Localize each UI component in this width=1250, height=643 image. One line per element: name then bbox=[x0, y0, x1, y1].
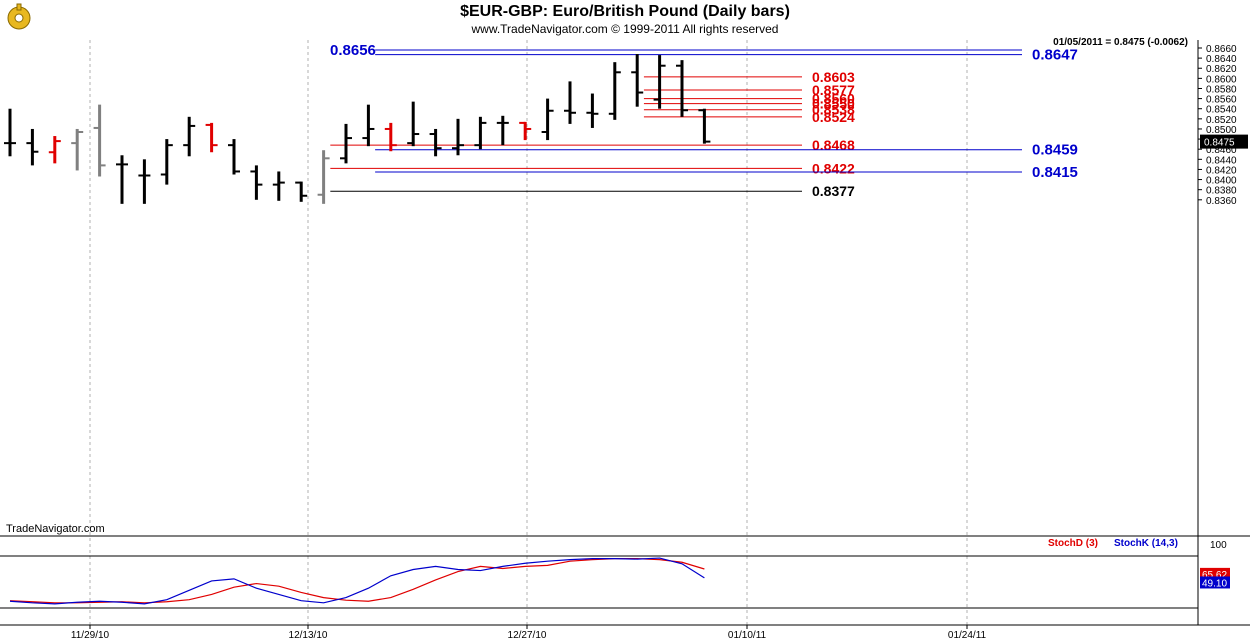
date-tick-label: 12/13/10 bbox=[289, 630, 328, 641]
logo bbox=[4, 2, 34, 32]
price-bar bbox=[362, 104, 375, 147]
price-bar bbox=[116, 155, 128, 204]
price-bar bbox=[160, 139, 173, 185]
price-bar bbox=[272, 171, 285, 201]
stoch-series-d bbox=[9, 557, 705, 604]
level-label-0.8577: 0.8577 bbox=[812, 82, 855, 98]
price-tick-label: 0.8600 bbox=[1206, 74, 1237, 85]
stoch-tick-label: 100 bbox=[1210, 540, 1227, 551]
level-label-0.8377: 0.8377 bbox=[812, 183, 855, 199]
price-tick-label: 0.8360 bbox=[1206, 196, 1237, 207]
level-label-0.8538: 0.8538 bbox=[812, 102, 855, 118]
price-bar bbox=[429, 128, 442, 157]
date-tick-label: 01/24/11 bbox=[948, 630, 987, 641]
price-bar bbox=[183, 116, 196, 157]
price-bar bbox=[93, 104, 106, 177]
last-price-box bbox=[1200, 134, 1248, 149]
price-bar bbox=[698, 108, 711, 144]
price-tick-label: 0.8520 bbox=[1206, 115, 1237, 126]
price-bars bbox=[4, 54, 711, 204]
level-label-0.8459: 0.8459 bbox=[1032, 142, 1078, 159]
price-tick-label: 0.8660 bbox=[1206, 44, 1237, 55]
price-tick-label: 0.8500 bbox=[1206, 125, 1237, 136]
brand-label: TradeNavigator.com bbox=[6, 523, 105, 535]
price-bar bbox=[586, 93, 599, 128]
price-bar bbox=[48, 136, 61, 164]
price-tick-label: 0.8420 bbox=[1206, 165, 1237, 176]
level-label-0.8560: 0.8560 bbox=[812, 91, 855, 107]
price-tick-label: 0.8560 bbox=[1206, 95, 1237, 106]
price-bar bbox=[452, 118, 464, 156]
stoch-series-k bbox=[9, 557, 705, 605]
vertical-gridlines bbox=[89, 40, 968, 625]
level-label-0.8422: 0.8422 bbox=[812, 160, 855, 176]
price-tick-label: 0.8540 bbox=[1206, 105, 1237, 116]
cogwheel-logo-icon bbox=[7, 3, 31, 30]
price-bar bbox=[4, 108, 16, 157]
stochk-value-box bbox=[1200, 576, 1230, 589]
price-levels: 0.8656 0.8647 0.86030.85770.85600.85500.85… bbox=[330, 42, 1078, 199]
price-bar bbox=[384, 122, 397, 152]
level-label-0.8603: 0.8603 bbox=[812, 69, 855, 85]
date-tick-label: 12/27/10 bbox=[508, 630, 547, 641]
price-bar bbox=[608, 62, 621, 120]
stochk-legend: StochK (14,3) bbox=[1114, 538, 1178, 549]
price-tick-label: 0.8400 bbox=[1206, 176, 1237, 187]
price-tick-label: 0.8440 bbox=[1206, 155, 1237, 166]
price-bar bbox=[71, 128, 84, 171]
price-tick-label: 0.8460 bbox=[1206, 145, 1237, 156]
level-label-0.8468: 0.8468 bbox=[812, 137, 855, 153]
stochd-value-label: 65.62 bbox=[1202, 570, 1227, 581]
price-bar bbox=[496, 115, 509, 146]
stochk-value-label: 49.10 bbox=[1202, 578, 1227, 589]
date-tick-label: 11/29/10 bbox=[71, 630, 110, 641]
price-bar bbox=[541, 98, 554, 141]
price-bar bbox=[295, 181, 308, 202]
price-bar bbox=[205, 122, 218, 153]
price-bar bbox=[519, 121, 532, 141]
chart-title: $EUR-GBP: Euro/British Pound (Daily bars… bbox=[460, 3, 790, 20]
price-bar bbox=[653, 55, 666, 109]
level-label-0.8656: 0.8656 bbox=[330, 42, 376, 59]
stochd-legend: StochD (3) bbox=[1048, 538, 1098, 549]
price-tick-label: 0.8620 bbox=[1206, 64, 1237, 75]
price-bar bbox=[564, 81, 576, 124]
copyright-notice: www.TradeNavigator.com © 1999-2011 All r… bbox=[471, 22, 779, 36]
price-bar bbox=[676, 60, 688, 117]
price-bar bbox=[407, 101, 420, 147]
price-bar bbox=[228, 139, 240, 175]
price-tick-label: 0.8580 bbox=[1206, 84, 1237, 95]
price-bar bbox=[474, 116, 487, 150]
level-label-0.8415: 0.8415 bbox=[1032, 164, 1078, 181]
price-bar bbox=[317, 150, 330, 204]
price-bar bbox=[26, 128, 39, 166]
level-label-0.8524: 0.8524 bbox=[812, 109, 855, 125]
level-label-0.8647: 0.8647 bbox=[1032, 47, 1078, 64]
price-bar bbox=[138, 159, 151, 204]
level-label-0.8550: 0.8550 bbox=[812, 96, 855, 112]
date-tick-label: 01/10/11 bbox=[728, 630, 767, 641]
price-bar bbox=[340, 123, 352, 164]
price-tick-label: 0.8380 bbox=[1206, 186, 1237, 197]
price-tick-label: 0.8640 bbox=[1206, 54, 1237, 65]
price-bar bbox=[631, 54, 644, 107]
last-price-label: 0.8475 bbox=[1204, 138, 1235, 149]
price-bar bbox=[250, 165, 263, 200]
last-quote: 01/05/2011 = 0.8475 (-0.0062) bbox=[1053, 37, 1188, 48]
date-axis: 11/29/10 12/13/10 12/27/10 01/10/11 01/24/11 bbox=[71, 625, 987, 641]
price-axis: 0.86600.86400.86200.86000.85800.85600.85… bbox=[0, 40, 1250, 626]
